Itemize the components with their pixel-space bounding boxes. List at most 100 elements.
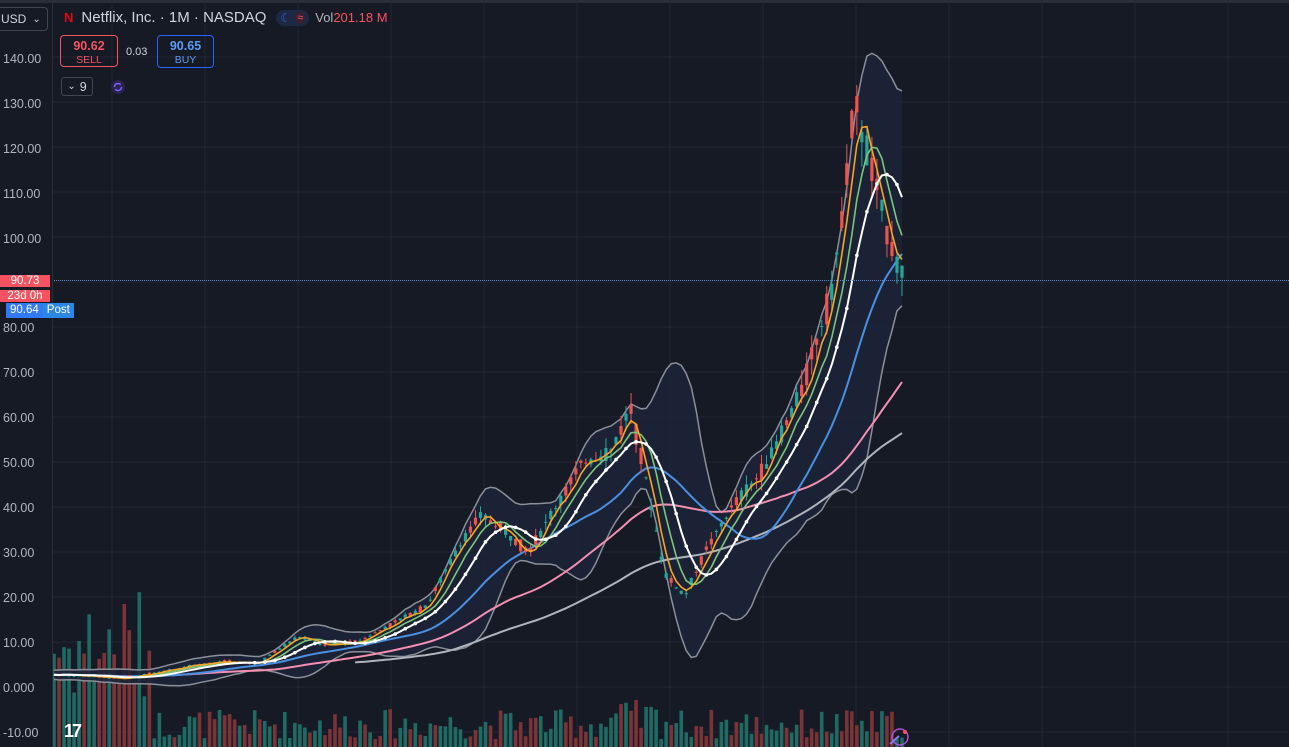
sma-dot bbox=[403, 626, 408, 631]
volume-bar bbox=[67, 648, 71, 747]
volume-bar bbox=[438, 726, 443, 747]
candle-body bbox=[288, 641, 292, 644]
candle-body bbox=[805, 363, 809, 386]
volume-bar bbox=[257, 719, 262, 747]
candle-body bbox=[378, 630, 382, 632]
volume-bar bbox=[418, 734, 423, 747]
price-axis[interactable]: 140.00 130.00 120.00 110.00 100.00 80.00… bbox=[0, 3, 53, 747]
sma-dot bbox=[523, 530, 528, 534]
sma-dot bbox=[493, 530, 498, 535]
volume-bar bbox=[875, 732, 879, 747]
buy-button[interactable]: 90.65 BUY bbox=[157, 35, 214, 68]
axis-tick: 40.00 bbox=[3, 501, 35, 515]
volume-bar bbox=[694, 726, 699, 747]
spread-value: 0.03 bbox=[126, 46, 148, 58]
volume-bar bbox=[308, 732, 312, 747]
volume-bar bbox=[262, 721, 267, 747]
volume-bar bbox=[428, 723, 433, 747]
volume-bar bbox=[799, 709, 804, 747]
volume-bar bbox=[333, 714, 337, 747]
volume-bar bbox=[548, 728, 553, 747]
volume-bar bbox=[443, 726, 448, 747]
axis-tick: 140.00 bbox=[3, 52, 42, 66]
volume-bar bbox=[413, 723, 418, 747]
candle-body bbox=[840, 211, 844, 229]
sma-dot bbox=[252, 660, 257, 665]
volume-bar bbox=[463, 738, 468, 747]
sync-icon[interactable] bbox=[110, 79, 126, 95]
indicators-toggle-button[interactable]: ⌄ 9 bbox=[61, 77, 93, 96]
candle-body bbox=[729, 505, 733, 508]
volume-bar bbox=[252, 710, 257, 747]
candle-body bbox=[453, 550, 458, 557]
sma-dot bbox=[393, 632, 398, 636]
volume-bar bbox=[293, 722, 297, 747]
candle-body bbox=[724, 517, 728, 519]
candle-body bbox=[363, 637, 367, 640]
buy-label: BUY bbox=[174, 54, 197, 66]
magic-wand-icon[interactable] bbox=[886, 728, 910, 746]
sma-dot bbox=[614, 457, 618, 462]
candle-body bbox=[408, 613, 412, 617]
volume-bar bbox=[538, 716, 543, 747]
chevron-down-icon: ⌄ bbox=[32, 13, 41, 25]
axis-tick: 80.00 bbox=[3, 321, 35, 335]
volume-bar bbox=[604, 726, 608, 747]
volume-bar bbox=[303, 727, 307, 747]
volume-bar bbox=[543, 732, 548, 747]
volume-bar bbox=[589, 724, 593, 747]
netflix-logo-icon: N bbox=[64, 10, 74, 25]
candle-body bbox=[398, 618, 402, 621]
volume-bar bbox=[834, 714, 839, 747]
sma-dot bbox=[473, 556, 478, 561]
candle-body bbox=[458, 545, 463, 547]
axis-tick: 130.00 bbox=[3, 97, 42, 111]
candle-body bbox=[443, 569, 447, 572]
candle-body bbox=[303, 637, 307, 640]
candle-body bbox=[413, 610, 417, 614]
volume-bar bbox=[599, 723, 603, 747]
candle-body bbox=[147, 672, 151, 676]
volume-bar bbox=[177, 734, 182, 747]
wave-icon: ≈ bbox=[295, 11, 306, 24]
axis-tick: 30.00 bbox=[3, 546, 35, 560]
candle-body bbox=[845, 163, 849, 185]
volume-bar bbox=[162, 736, 167, 747]
currency-select[interactable]: USD ⌄ bbox=[0, 7, 48, 31]
sma-dot bbox=[794, 442, 799, 447]
candle-body bbox=[749, 483, 754, 487]
currency-value: USD bbox=[1, 12, 27, 26]
volume-bar bbox=[644, 707, 648, 747]
candle-body bbox=[463, 533, 468, 542]
volume-bar bbox=[558, 709, 563, 747]
candle-body bbox=[900, 265, 904, 278]
sma-dot bbox=[734, 537, 739, 542]
sma-dot bbox=[654, 455, 658, 459]
volume-bar bbox=[112, 654, 117, 747]
volume-bar bbox=[117, 678, 122, 747]
sma-dot bbox=[272, 658, 277, 663]
volume-bar bbox=[895, 738, 899, 747]
price-chart[interactable] bbox=[52, 0, 1289, 747]
candle-body bbox=[820, 325, 824, 327]
sell-button[interactable]: 90.62 SELL bbox=[60, 35, 118, 67]
volume-bar bbox=[885, 715, 889, 747]
candle-body bbox=[569, 477, 573, 485]
tradingview-logo-icon[interactable]: 17 bbox=[64, 721, 82, 741]
sma-dot bbox=[413, 621, 418, 626]
volume-bar bbox=[318, 720, 322, 747]
candle-body bbox=[795, 392, 799, 407]
candle-body bbox=[699, 556, 703, 565]
candle-body bbox=[423, 605, 427, 609]
market-status-badge[interactable]: ☾ ≈ bbox=[276, 9, 310, 26]
volume-bar bbox=[734, 722, 739, 747]
volume-bar bbox=[553, 710, 558, 747]
symbol-title[interactable]: Netflix, Inc. · 1M · NASDAQ bbox=[81, 9, 267, 26]
volume-bar bbox=[533, 717, 538, 747]
candle-body bbox=[810, 347, 814, 360]
volume-bar bbox=[77, 640, 81, 747]
volume-bar bbox=[433, 725, 438, 747]
candle-body bbox=[689, 577, 693, 585]
volume-bar bbox=[92, 678, 96, 747]
volume-bar bbox=[890, 711, 894, 747]
